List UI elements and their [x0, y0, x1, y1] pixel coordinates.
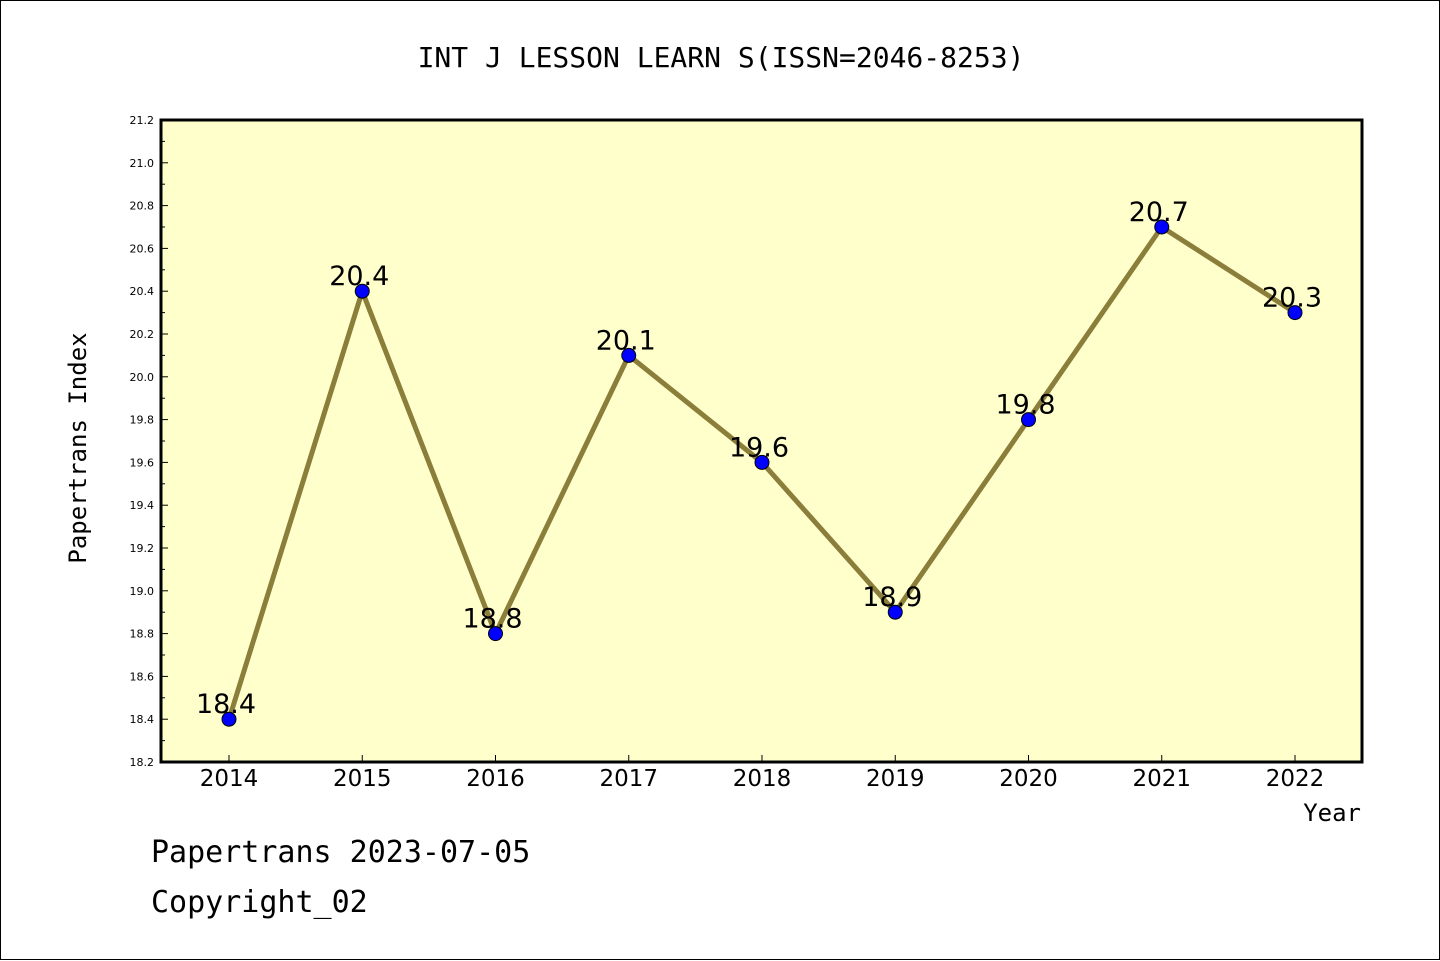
- footer-date: Papertrans 2023-07-05: [151, 835, 531, 870]
- footer-copyright: Copyright_02: [151, 885, 368, 920]
- y-tick-label: 20.2: [130, 328, 155, 341]
- data-point-label: 18.4: [196, 689, 256, 720]
- data-point-marker: [887, 604, 903, 620]
- data-point-marker: [488, 626, 503, 642]
- y-axis-ticks: 18.2 18.4 18.6 18.8 19.0 19.2 19.4 19.6 19.8 20.0…: [130, 114, 168, 769]
- data-markers: [221, 219, 1303, 727]
- y-tick-label: 21.0: [130, 157, 155, 170]
- y-tick-label: 19.8: [130, 414, 155, 427]
- data-point-marker: [221, 711, 237, 727]
- data-point-label: 20.7: [1129, 197, 1189, 228]
- x-tick-label: 2022: [1266, 766, 1325, 792]
- y-tick-label: 18.4: [130, 713, 155, 726]
- data-point-label: 19.8: [995, 390, 1055, 421]
- y-tick-label: 18.6: [130, 670, 155, 683]
- x-axis-ticks: 2014 2015 2016 2017 2018 2019 2020 2021 2022: [200, 755, 1325, 792]
- x-tick-label: 2014: [200, 766, 259, 792]
- data-point-marker: [1154, 219, 1170, 235]
- data-point-label: 20.1: [596, 325, 656, 356]
- data-point-label: 19.6: [729, 432, 789, 463]
- x-tick-label: 2021: [1132, 766, 1191, 792]
- y-tick-label: 21.2: [130, 114, 155, 127]
- y-tick-label: 19.0: [130, 585, 155, 598]
- data-point-label: 18.8: [462, 604, 522, 635]
- data-point-label: 20.4: [329, 261, 389, 292]
- data-point-label: 20.3: [1262, 283, 1322, 314]
- x-tick-label: 2018: [733, 766, 792, 792]
- y-tick-label: 19.2: [130, 542, 155, 555]
- y-tick-label: 19.4: [130, 499, 155, 512]
- x-tick-label: 2020: [999, 766, 1058, 792]
- data-point-marker: [1021, 412, 1036, 428]
- x-tick-label: 2015: [333, 766, 392, 792]
- x-tick-label: 2016: [466, 766, 525, 792]
- y-tick-label: 20.4: [130, 285, 155, 298]
- y-tick-label: 20.0: [130, 371, 155, 384]
- data-labels: 18.4 20.4 18.8 20.1 19.6 18.9 19.8 20.7 20.3: [196, 197, 1322, 720]
- x-tick-label: 2019: [866, 766, 925, 792]
- y-tick-label: 18.8: [130, 628, 155, 641]
- y-tick-label: 18.2: [130, 756, 155, 769]
- data-point-marker: [354, 283, 370, 299]
- y-tick-label: 20.8: [130, 200, 155, 213]
- data-point-label: 18.9: [862, 582, 922, 613]
- y-tick-label: 20.6: [130, 242, 155, 255]
- x-tick-label: 2017: [599, 766, 658, 792]
- chart-title: INT J LESSON LEARN S(ISSN=2046-8253): [418, 41, 1025, 74]
- y-axis-label: Papertrans Index: [64, 332, 92, 563]
- y-tick-label: 19.6: [130, 456, 155, 469]
- data-point-marker: [754, 454, 770, 470]
- x-axis-label: Year: [1303, 799, 1361, 827]
- data-point-marker: [1287, 305, 1303, 321]
- data-point-marker: [621, 347, 637, 363]
